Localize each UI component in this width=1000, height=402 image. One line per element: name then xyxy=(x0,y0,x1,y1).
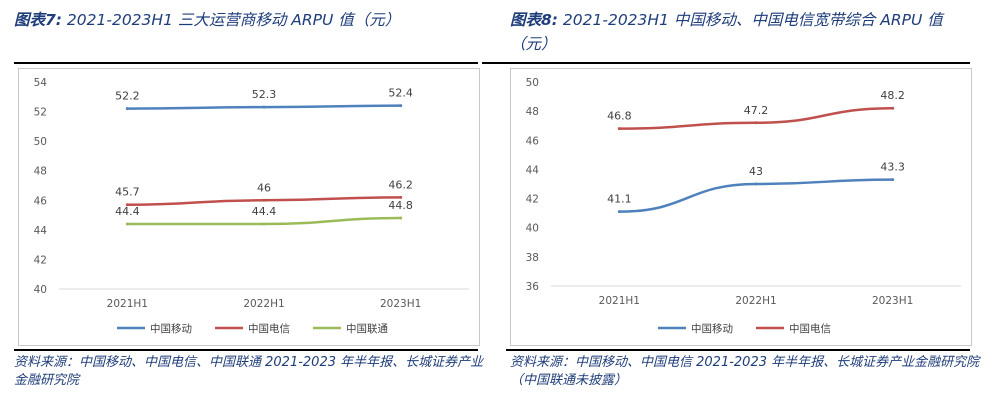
right-legend-label: 中国电信 xyxy=(789,322,831,335)
right-ytick-label: 48 xyxy=(526,106,539,118)
right-caption-label: 图表8: xyxy=(510,11,558,29)
left-data-point xyxy=(125,222,129,226)
left-data-label: 44.8 xyxy=(388,199,413,212)
right-note-rule xyxy=(506,349,970,351)
right-data-point xyxy=(754,121,758,125)
right-ytick-label: 42 xyxy=(526,194,539,206)
left-source-note: 资料来源：中国移动、中国电信、中国联通 2021-2023 年半年报、长城证券产… xyxy=(14,355,484,388)
left-data-label: 46 xyxy=(257,181,271,194)
left-data-label: 52.3 xyxy=(252,88,277,101)
right-data-point xyxy=(891,178,895,182)
left-legend-label: 中国移动 xyxy=(150,322,192,335)
left-data-point xyxy=(125,203,129,207)
left-data-point xyxy=(399,216,403,220)
left-caption-label: 图表7: xyxy=(14,11,62,29)
right-ytick-label: 44 xyxy=(526,164,540,176)
left-ytick-label: 40 xyxy=(34,284,47,296)
right-xtick-label: 2021H1 xyxy=(599,295,640,307)
right-caption-rule xyxy=(482,62,970,64)
right-chart: 36 38 40 42 44 46 48 50 2021H1 2022H1 2023H1 41.1 43… xyxy=(526,77,961,335)
left-chart: 40 42 44 46 48 50 52 54 2021H1 2022H1 2023H1 52.2 52… xyxy=(34,77,469,335)
left-legend-label: 中国电信 xyxy=(248,322,290,335)
right-legend-label: 中国移动 xyxy=(691,322,733,335)
right-data-label: 47.2 xyxy=(744,104,769,117)
right-ytick-label: 46 xyxy=(526,135,540,147)
right-data-label: 41.1 xyxy=(607,193,632,206)
right-chart-caption: 图表8: 2021-2023H1 中国移动、中国电信宽带综合 ARPU 值（元） xyxy=(510,8,980,56)
right-xtick-label: 2022H1 xyxy=(735,295,776,307)
left-legend-label: 中国联通 xyxy=(346,322,388,335)
right-caption-title: 2021-2023H1 中国移动、中国电信宽带综合 ARPU 值（元） xyxy=(510,11,943,53)
right-ytick-label: 36 xyxy=(526,281,540,293)
left-ytick-label: 48 xyxy=(34,166,47,178)
left-caption-title: 2021-2023H1 三大运营商移动 ARPU 值（元） xyxy=(66,11,401,29)
right-data-point xyxy=(754,182,758,186)
right-ytick-label: 38 xyxy=(526,252,539,264)
left-data-label: 52.2 xyxy=(115,90,140,103)
left-xtick-label: 2023H1 xyxy=(380,298,421,310)
left-ytick-label: 42 xyxy=(34,254,47,266)
right-data-label: 48.2 xyxy=(880,89,905,102)
right-data-point xyxy=(617,127,621,131)
left-xtick-label: 2021H1 xyxy=(107,298,148,310)
right-chart-frame: 36 38 40 42 44 46 48 50 2021H1 2022H1 2023H1 41.1 43… xyxy=(510,68,972,346)
left-ytick-label: 50 xyxy=(34,136,47,148)
left-data-label: 45.7 xyxy=(115,186,140,199)
left-chart-frame: 40 42 44 46 48 50 52 54 2021H1 2022H1 2023H1 52.2 52… xyxy=(18,68,480,346)
left-data-label: 44.4 xyxy=(252,205,277,218)
left-data-point xyxy=(125,107,129,111)
left-data-point xyxy=(399,104,403,108)
right-data-point xyxy=(891,106,895,110)
right-source-note: 资料来源：中国移动、中国电信 2021-2023 年半年报、长城证券产业金融研究… xyxy=(510,355,980,388)
left-data-label: 46.2 xyxy=(388,178,413,191)
left-xtick-label: 2022H1 xyxy=(243,298,284,310)
left-chart-caption: 图表7: 2021-2023H1 三大运营商移动 ARPU 值（元） xyxy=(14,8,484,32)
right-ytick-label: 40 xyxy=(526,223,539,235)
right-data-point xyxy=(617,210,621,214)
left-data-label: 52.4 xyxy=(388,87,413,100)
right-data-label: 43.3 xyxy=(880,161,905,174)
left-data-point xyxy=(399,195,403,199)
right-data-label: 46.8 xyxy=(607,110,632,123)
left-caption-rule xyxy=(14,62,478,64)
left-ytick-label: 52 xyxy=(34,107,47,119)
left-data-point xyxy=(262,222,266,226)
left-ytick-label: 44 xyxy=(34,225,48,237)
left-ytick-label: 54 xyxy=(34,77,48,89)
left-data-label: 44.4 xyxy=(115,205,140,218)
right-data-label: 43 xyxy=(749,165,763,178)
left-note-rule xyxy=(14,349,478,351)
left-ytick-label: 46 xyxy=(34,195,48,207)
left-data-point xyxy=(262,198,266,202)
left-data-point xyxy=(262,105,266,109)
right-xtick-label: 2023H1 xyxy=(872,295,913,307)
right-ytick-label: 50 xyxy=(526,77,539,89)
